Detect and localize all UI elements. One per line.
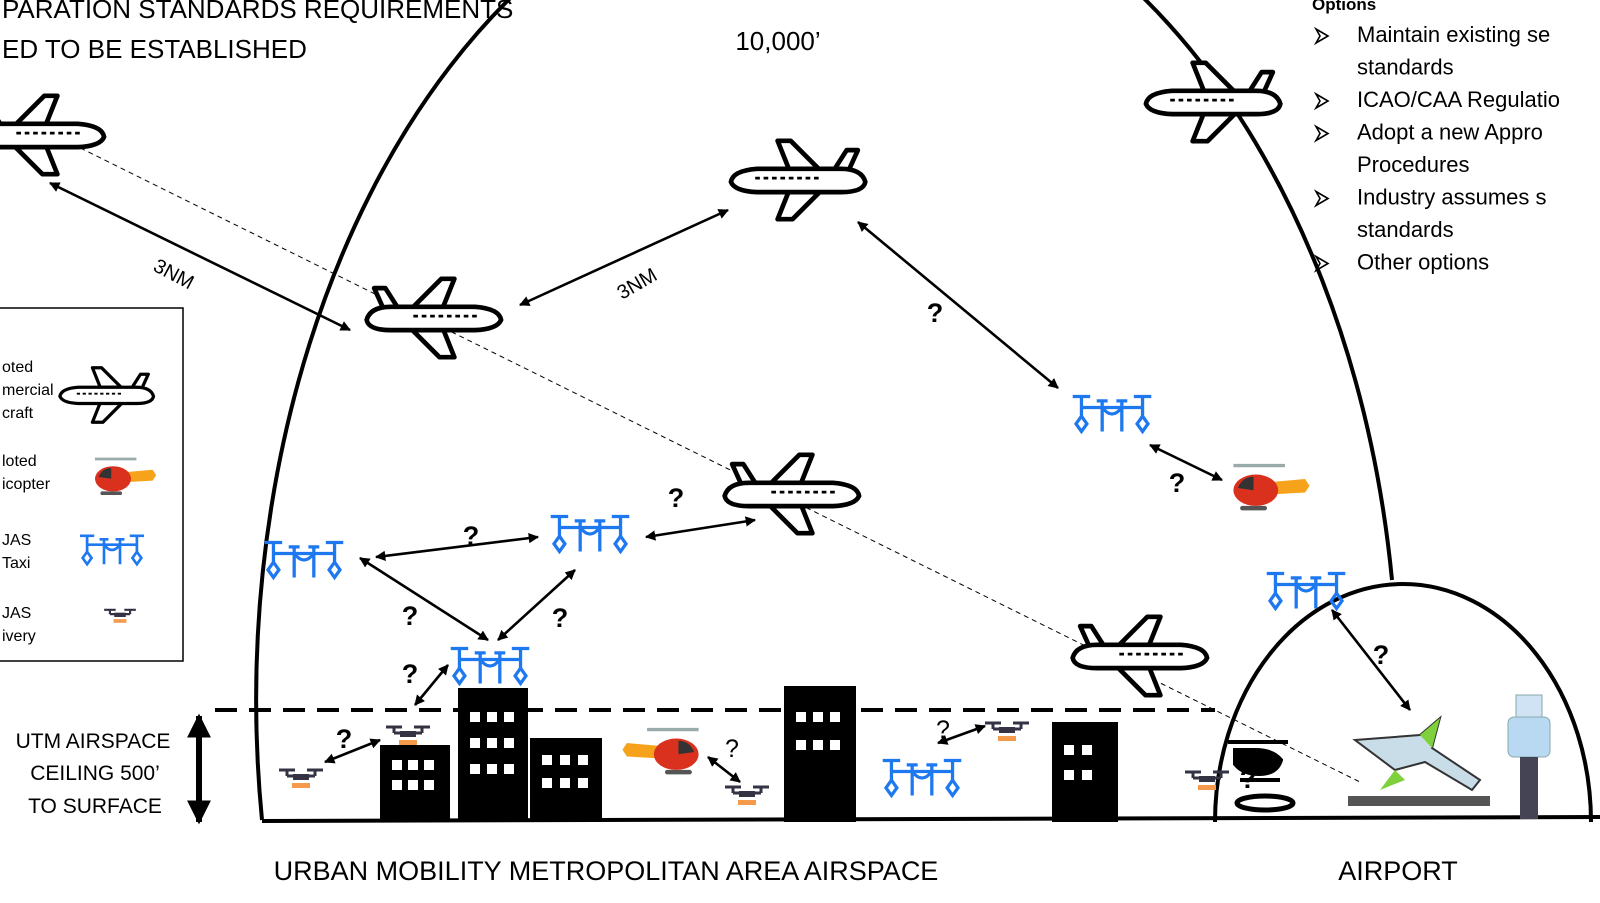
legend-label: mercial [2,382,54,399]
question-mark: ? [336,724,353,754]
diagram: PARATION STANDARDS REQUIREMENTS ED TO BE… [0,0,1600,903]
uas-taxi-icon [265,543,344,578]
legend-label: JAS [2,605,31,622]
question-mark: ? [927,298,944,328]
delivery-drone-icon [725,787,769,805]
option-item: Other options [1357,250,1489,275]
question-mark: ? [936,716,950,744]
legend-uas-taxi-icon [80,536,144,564]
option-item: ICAO/CAA Regulatio [1357,87,1560,112]
legend-label: oted [2,359,33,376]
plane-icon [0,96,104,174]
landing-plane [1355,718,1480,790]
helicopter-outline-icon [1228,742,1288,780]
plane-icon [731,141,865,219]
question-mark: ? [402,659,419,689]
options-heading: Options [1312,0,1376,14]
plane-icon [367,279,501,357]
separation-arrows [50,183,1410,782]
helipad [1237,796,1293,810]
legend-labels: oted mercial craft loted icopter JAS Taxi JAS iv… [2,359,54,645]
bullet-arrow [1316,29,1328,43]
question-mark: ? [725,735,739,763]
legend-delivery-drone-icon [104,610,136,623]
question-mark: ? [552,603,569,633]
flight-path [40,128,1360,782]
control-tower [1508,695,1550,819]
delivery-drone-icon [1185,772,1229,790]
utm-label: TO SURFACE [28,795,162,818]
legend-label: loted [2,453,37,470]
legend-label: JAS [2,532,31,549]
option-item: Procedures [1357,152,1470,177]
plane-icon [1073,617,1207,695]
delivery-drone-icon [985,723,1029,741]
airport-label: AIRPORT [1338,856,1458,886]
bullet-arrow [1316,94,1328,108]
question-mark: ? [668,483,685,513]
uas-taxi-icon [551,517,630,552]
legend-label: ivery [2,628,36,645]
distance-label: 3NM [614,264,662,304]
option-item: Adopt a new Appro [1357,120,1543,145]
question-mark: ? [1373,640,1390,670]
option-item: standards [1357,217,1454,242]
delivery-drone-icon [386,727,430,745]
runway [1348,796,1490,806]
area-label: URBAN MOBILITY METROPOLITAN AREA AIRSPAC… [274,856,939,886]
bullet-arrow [1316,192,1328,206]
question-mark: ? [463,521,480,551]
bullet-arrow [1316,257,1328,271]
uas-taxi-icon [1267,574,1346,609]
delivery-drone-icon [279,770,323,788]
plane-icon [1146,63,1280,141]
option-item: Maintain existing se [1357,22,1550,47]
uas-taxi-icon [1073,397,1152,432]
legend-helicopter-icon [95,459,156,495]
legend-plane-icon [60,368,154,423]
question-mark: ? [1169,468,1186,498]
option-item: standards [1357,55,1454,80]
legend-label: Taxi [2,555,30,572]
distance-label: 3NM [150,255,198,294]
legend-label: craft [2,405,34,422]
utm-label: UTM AIRSPACE [16,730,171,753]
utm-label: CEILING 500’ [30,762,160,785]
altitude-label: 10,000’ [735,26,820,56]
options-list: Maintain existing se standards ICAO/CAA Re… [1316,22,1560,275]
uas-taxi-icon [883,761,962,796]
question-mark: ? [402,601,419,631]
helicopter-icon [622,730,698,775]
uas-taxi-icon [451,649,530,684]
helicopter-icon [1233,466,1309,511]
title-line: PARATION STANDARDS REQUIREMENTS [2,0,513,24]
bullet-arrow [1316,127,1328,141]
option-item: Industry assumes s [1357,185,1547,210]
title-line: ED TO BE ESTABLISHED [2,34,307,64]
question-mark: ? [1240,764,1257,794]
legend-label: icopter [2,476,51,493]
